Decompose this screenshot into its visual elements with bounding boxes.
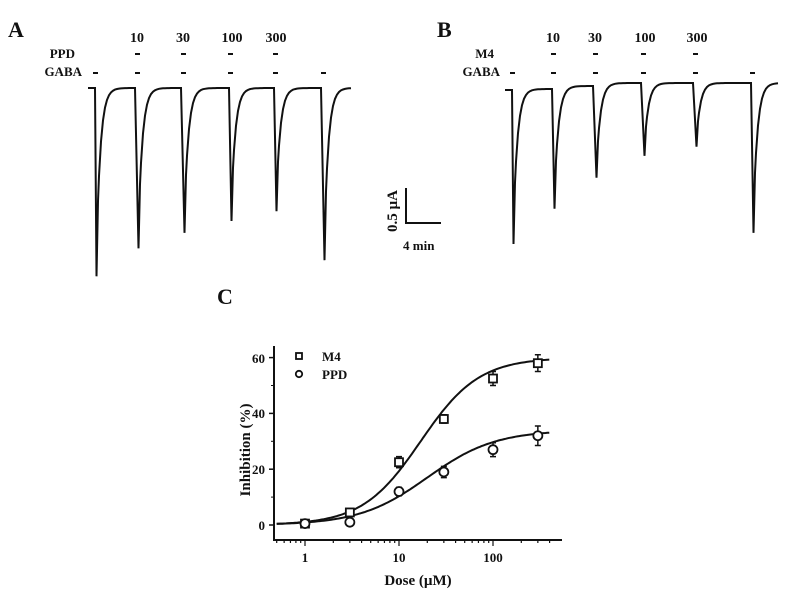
panel-c-letter: C [217, 284, 233, 309]
gaba-application-marker [181, 72, 186, 74]
drug-application-marker [693, 53, 698, 55]
panel-b-letter: B [437, 17, 452, 42]
data-point-ppd [438, 466, 450, 478]
scale-bar-time-label: 4 min [403, 238, 435, 253]
data-point-m4 [344, 507, 355, 518]
panel-a-dose-label: 100 [222, 31, 243, 46]
fit-curve-ppd [276, 431, 550, 525]
gaba-application-marker [135, 72, 140, 74]
fit-curve-m4 [276, 358, 550, 525]
gaba-application-marker [93, 72, 98, 74]
legend-ppd-marker [294, 369, 304, 379]
panel-a-gaba-label: GABA [44, 64, 82, 79]
scale-bar [405, 188, 441, 224]
panel-b-dose-label: 10 [546, 31, 560, 46]
panel-b-dose-label: 300 [687, 31, 708, 46]
panel-b-gaba-label: GABA [462, 64, 500, 79]
data-point-ppd [299, 518, 311, 530]
drug-application-marker [593, 53, 598, 55]
data-point-m4 [488, 373, 498, 384]
data-point-ppd [487, 444, 499, 456]
x-axis-label: Dose (µM) [384, 573, 451, 589]
legend-ppd-label: PPD [322, 367, 347, 382]
legend-m4-marker [295, 352, 303, 360]
gaba-application-marker [593, 72, 598, 74]
data-point-ppd [393, 486, 405, 497]
panel-b-drug-label: M4 [475, 46, 494, 61]
gaba-application-marker [228, 72, 233, 74]
gaba-application-marker [273, 72, 278, 74]
panel-a-dose-label: 10 [130, 31, 144, 46]
drug-application-marker [228, 53, 233, 55]
trace-panel-a [88, 87, 352, 277]
drug-application-marker [551, 53, 556, 55]
data-point-m4 [394, 457, 404, 468]
data-point-m4 [438, 414, 449, 424]
y-axis-label: Inhibition (%) [238, 404, 254, 497]
gaba-application-marker [693, 72, 698, 74]
drug-application-marker [641, 53, 646, 55]
y-tick-label: 40 [252, 406, 265, 421]
scale-bar-current-label: 0.5 µA [385, 190, 401, 232]
x-tick-label: 100 [483, 550, 503, 565]
panel-b-dose-label: 30 [588, 31, 602, 46]
panel-b-dose-label: 100 [635, 31, 656, 46]
drug-application-marker [273, 53, 278, 55]
gaba-application-marker [750, 72, 755, 74]
x-tick-label: 1 [302, 550, 309, 565]
gaba-application-marker [321, 72, 326, 74]
legend-m4-label: M4 [322, 349, 341, 364]
panel-a-dose-label: 30 [176, 31, 190, 46]
gaba-application-marker [510, 72, 515, 74]
y-tick-label: 0 [259, 518, 266, 533]
data-point-m4 [532, 358, 543, 369]
data-point-ppd [344, 516, 356, 528]
panel-a-drug-label: PPD [50, 46, 75, 61]
y-tick-label: 60 [252, 351, 265, 366]
y-tick-label: 20 [252, 462, 265, 477]
gaba-application-marker [641, 72, 646, 74]
gaba-application-marker [551, 72, 556, 74]
drug-application-marker [135, 53, 140, 55]
trace-panel-b [505, 82, 779, 245]
x-tick-label: 10 [393, 550, 406, 565]
drug-application-marker [181, 53, 186, 55]
data-point-ppd [532, 430, 544, 442]
panel-a-letter: A [8, 17, 24, 42]
chart-axes [273, 346, 562, 541]
panel-a-dose-label: 300 [266, 31, 287, 46]
